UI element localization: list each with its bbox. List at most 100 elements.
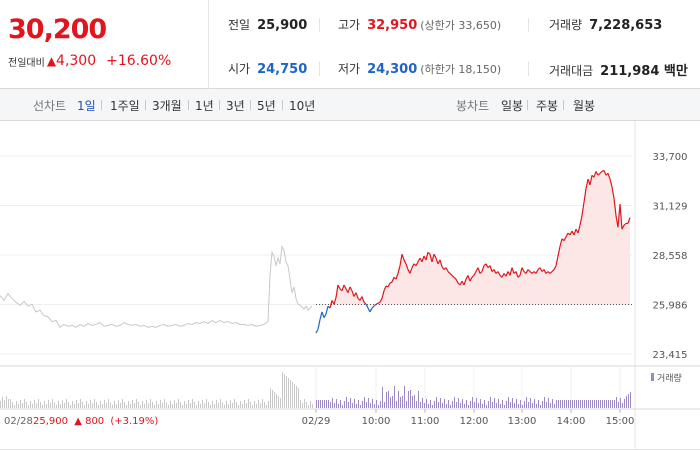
- volume-bar: [428, 404, 429, 408]
- volume-bar: [440, 398, 441, 408]
- amount-label: 거래대금: [549, 64, 594, 78]
- volume-bar: [616, 397, 617, 408]
- volume-bar: [558, 400, 559, 408]
- price-segment: [553, 265, 557, 270]
- price-segment: [543, 269, 547, 274]
- price-chart: 33,700 31,129 28,558 25,986 23,415 02/29 10:0…: [0, 121, 700, 449]
- volume-bar: [94, 399, 95, 408]
- volume-bar: [368, 398, 369, 408]
- price-segment: [365, 303, 369, 309]
- volume-bar: [116, 404, 117, 408]
- volume-bar: [380, 401, 381, 408]
- volume-bar: [230, 400, 231, 408]
- volume-bar: [536, 404, 537, 408]
- price-segment: [397, 265, 401, 274]
- price-segment: [401, 253, 405, 261]
- volume-bar: [204, 403, 205, 408]
- volume-bar: [82, 402, 83, 408]
- volume-bar: [318, 400, 319, 408]
- volume-bar: [42, 405, 43, 408]
- volume-bar: [34, 400, 35, 408]
- change-label: 전일대비: [8, 57, 45, 69]
- price-segment: [409, 267, 413, 274]
- volume-bar: [238, 405, 239, 408]
- price-segment: [557, 246, 561, 257]
- volume-bar: [320, 400, 321, 408]
- volume-bar: [208, 402, 209, 408]
- price-segment: [447, 271, 451, 274]
- volume-bar: [566, 400, 567, 408]
- volume-bar: [236, 402, 237, 408]
- volume-bar: [256, 404, 257, 408]
- volume-bar: [194, 402, 195, 408]
- current-price: 30,200: [8, 14, 107, 45]
- volume-bar: [206, 399, 207, 408]
- volume-bar: [250, 402, 251, 408]
- volume-bar: [564, 400, 565, 408]
- price-segment: [317, 319, 321, 330]
- volume-bar: [150, 399, 151, 408]
- tab-monthly-candle[interactable]: 월봉: [573, 99, 596, 113]
- tab-daily-candle[interactable]: 일봉: [501, 99, 524, 113]
- high-value: 32,950: [367, 18, 418, 33]
- volume-bar: [392, 396, 393, 408]
- volume-bar: [630, 392, 631, 408]
- price-segment: [609, 178, 613, 187]
- y-tick-label: 25,986: [653, 301, 688, 312]
- tab-3year[interactable]: 3년: [226, 99, 245, 113]
- volume-bar: [166, 402, 167, 408]
- price-segment: [323, 313, 327, 318]
- volume-bar: [382, 387, 383, 408]
- volume-bar: [592, 400, 593, 408]
- volume-bar: [280, 398, 281, 408]
- volume-bar: [442, 403, 443, 408]
- tab-1year[interactable]: 1년: [195, 99, 214, 113]
- price-segment: [589, 175, 593, 185]
- volume-bar: [444, 399, 445, 408]
- volume-bar: [562, 400, 563, 408]
- volume-bar: [410, 390, 411, 408]
- volume-bar: [70, 405, 71, 408]
- price-segment: [315, 328, 319, 334]
- tab-1day[interactable]: 1일: [77, 99, 96, 113]
- price-segment: [627, 217, 631, 224]
- price-segment: [555, 255, 559, 266]
- amount-value: 211,984 백만: [600, 64, 688, 79]
- volume-bar: [484, 400, 485, 408]
- volume-bar: [50, 403, 51, 408]
- volume-bar: [512, 398, 513, 408]
- volume-bar: [468, 405, 469, 408]
- tab-weekly-candle[interactable]: 주봉: [536, 99, 559, 113]
- lower-limit: (하한가 18,150): [420, 63, 502, 76]
- tab-3month[interactable]: 3개월: [152, 99, 182, 113]
- price-segment: [341, 284, 345, 291]
- change-value: 4,300: [56, 53, 97, 69]
- tab-5year[interactable]: 5년: [257, 99, 276, 113]
- volume-bar: [268, 401, 269, 408]
- volume-bar: [620, 398, 621, 408]
- volume-bar: [20, 400, 21, 408]
- volume-bar: [16, 401, 17, 408]
- price-segment: [333, 297, 337, 305]
- volume-bar: [328, 400, 329, 408]
- volume-bar: [604, 400, 605, 408]
- prev-close-label: 전일: [228, 18, 251, 32]
- tab-1week[interactable]: 1주일: [110, 99, 140, 113]
- volume-bar: [580, 400, 581, 408]
- volume-bar: [576, 400, 577, 408]
- volume-bar: [128, 401, 129, 408]
- volume-bar: [234, 399, 235, 408]
- volume-bar: [154, 405, 155, 408]
- volume-bar: [432, 405, 433, 408]
- chart-tabs: 선차트 1일 1주일 3개월 1년 3년 5년 10년 봉차트 일봉 주봉 월봉: [0, 89, 700, 121]
- volume-bar: [582, 400, 583, 408]
- prev-day-date: 02/28: [4, 416, 33, 427]
- price-segment: [617, 204, 621, 228]
- open-value: 24,750: [257, 62, 308, 77]
- volume-bar: [30, 401, 31, 408]
- tab-10year[interactable]: 10년: [289, 99, 316, 113]
- volume-bar: [386, 392, 387, 408]
- volume-bar: [480, 399, 481, 408]
- volume-bar: [510, 402, 511, 408]
- volume-bar: [612, 400, 613, 408]
